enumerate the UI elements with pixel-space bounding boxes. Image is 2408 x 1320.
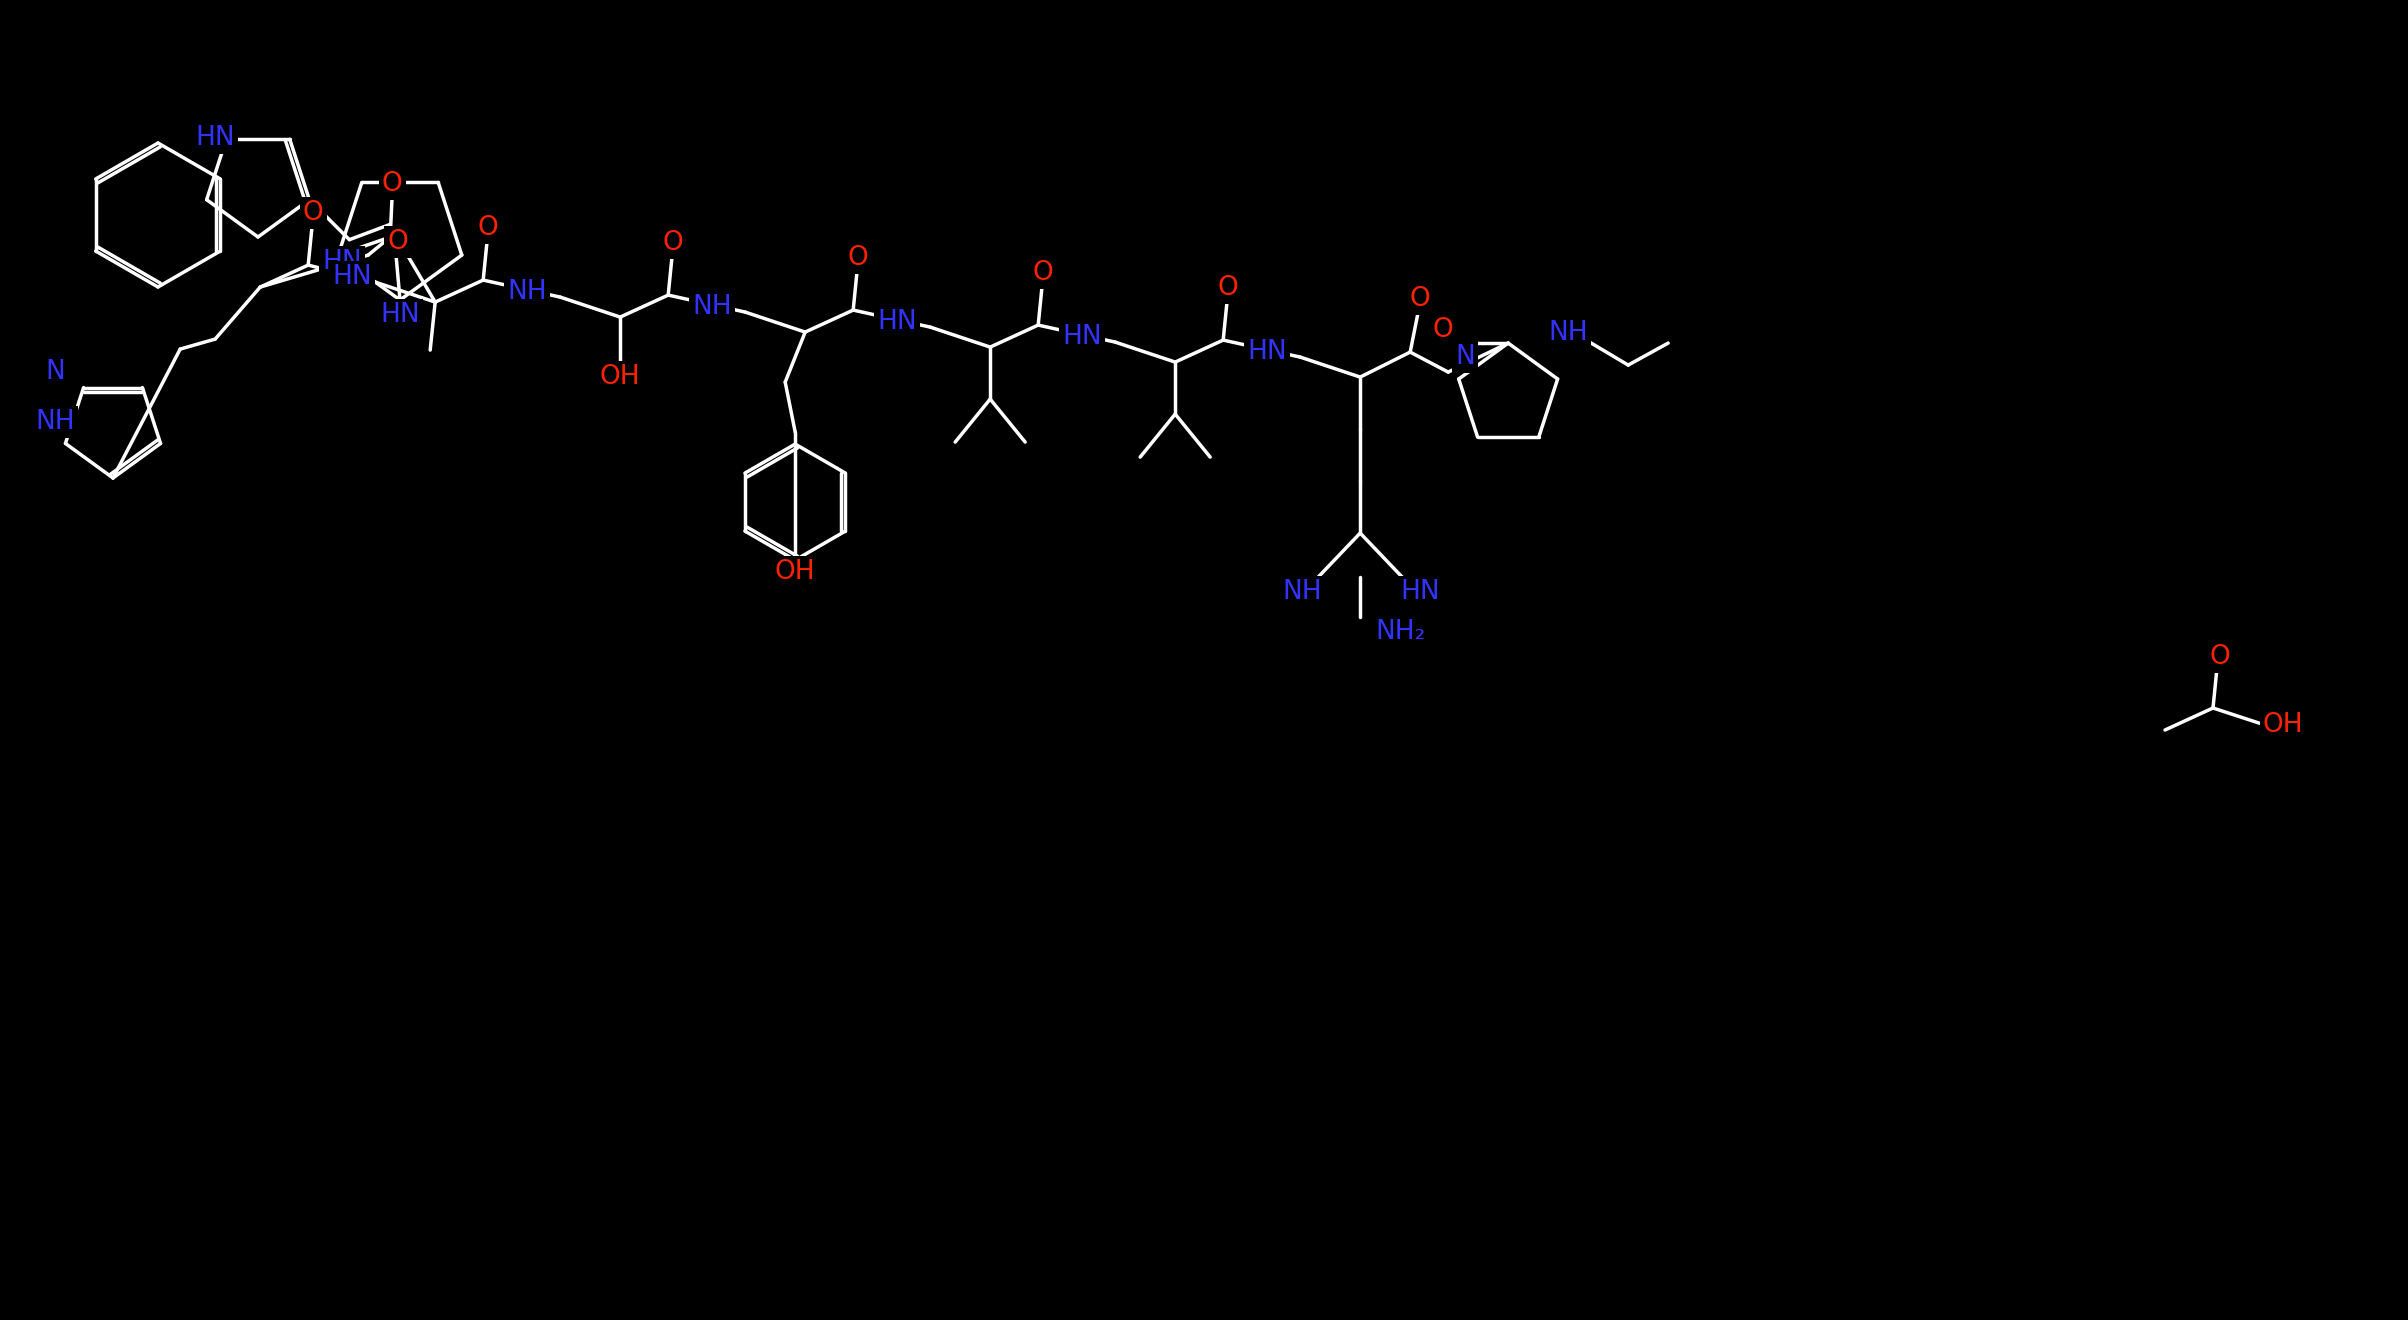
Text: O: O xyxy=(848,246,869,271)
Text: HN: HN xyxy=(877,309,917,335)
Text: N: N xyxy=(1454,345,1476,370)
Text: O: O xyxy=(1033,260,1055,286)
Text: O: O xyxy=(383,172,402,197)
Text: O: O xyxy=(1218,275,1238,301)
Text: NH₂: NH₂ xyxy=(1375,619,1426,645)
Text: HN: HN xyxy=(1247,339,1286,366)
Text: O: O xyxy=(388,228,409,255)
Text: OH: OH xyxy=(2264,711,2304,738)
Text: HN: HN xyxy=(323,249,361,275)
Text: OH: OH xyxy=(600,364,641,391)
Text: O: O xyxy=(662,230,684,256)
Text: NH: NH xyxy=(36,409,75,436)
Text: OH: OH xyxy=(775,560,816,585)
Text: O: O xyxy=(1409,286,1430,312)
Text: HN: HN xyxy=(332,264,371,290)
Text: NH: NH xyxy=(694,294,732,319)
Text: HN: HN xyxy=(195,125,236,150)
Text: O: O xyxy=(2211,644,2230,671)
Text: O: O xyxy=(477,215,498,242)
Text: NH: NH xyxy=(508,279,547,305)
Text: HN: HN xyxy=(1062,325,1103,350)
Text: HN: HN xyxy=(1401,579,1440,605)
Text: O: O xyxy=(1433,317,1454,343)
Text: HN: HN xyxy=(380,302,419,327)
Text: O: O xyxy=(303,201,323,226)
Text: NH: NH xyxy=(1548,319,1587,346)
Text: N: N xyxy=(46,359,65,385)
Text: NH: NH xyxy=(1283,579,1322,605)
